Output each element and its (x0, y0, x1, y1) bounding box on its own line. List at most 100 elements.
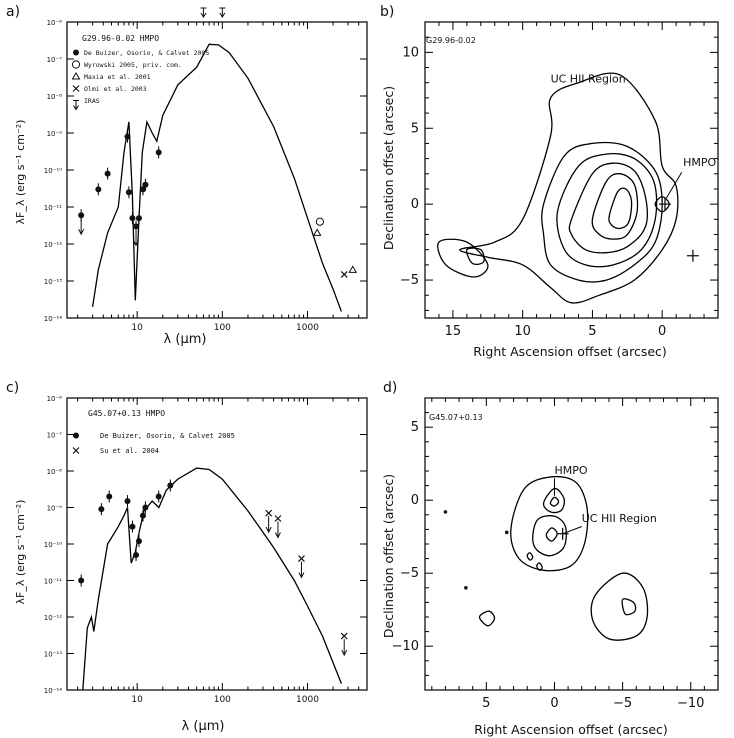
panel-c-point-cross (274, 515, 282, 522)
panel-a-title: G29.96-0.02 HMPO (82, 34, 159, 43)
legend-c-label-1: Su et al. 2004 (100, 447, 159, 455)
panel-d-title: G45.07+0.13 (429, 413, 483, 422)
panel-d-contour (536, 562, 543, 571)
panel-d-xtick-label: 0 (550, 696, 558, 711)
panel-d-annotation: UC HII Region (582, 512, 657, 525)
panel-d-xlabel: Right Ascension offset (arcsec) (474, 722, 668, 737)
panel-c-point-filled-circle (135, 538, 142, 545)
panel-c-ytick-label: 10⁻¹² (44, 614, 62, 622)
panel-c-point-cross-arrow (274, 521, 281, 539)
panel-c-point-filled-circle (142, 504, 149, 511)
panel-a-point-filled-circle-arrow (78, 218, 85, 236)
panel-a-point-filled-circle (142, 181, 149, 188)
panel-a-ytick-label: 10⁻⁷ (47, 56, 63, 64)
legend-a-item-2: Maxia et al. 2001 (71, 72, 151, 81)
legend-a-marker-0 (73, 49, 79, 56)
panel-b-ylabel: Declination offset (arcsec) (381, 86, 396, 250)
panel-b-pointer-hmpo (665, 172, 683, 199)
legend-a-label-1: Wyrowski 2005, priv. com. (84, 61, 182, 69)
panel-c-point-filled-circle (78, 577, 85, 584)
panel-a-point-upper-limit (200, 7, 207, 18)
panel-d-letter: d) (383, 380, 397, 396)
legend-a-marker-3 (72, 85, 80, 92)
panel-a-ytick-label: 10⁻¹³ (44, 278, 62, 286)
panel-c-point-cross-arrow (265, 516, 272, 534)
panel-a-point-filled-circle (104, 170, 111, 177)
panel-d-frame (424, 397, 719, 691)
panel-d-pointer-uchii (562, 526, 582, 535)
panel-b-ytick-label: 5 (411, 121, 419, 136)
legend-c-label-0: De Buizer, Osorio, & Calvet 2005 (100, 432, 235, 440)
panel-c-point-cross (298, 555, 305, 562)
panel-c-point-cross-arrow (298, 561, 305, 579)
panel-c-legend: De Buizer, Osorio, & Calvet 2005 Su et a… (72, 432, 235, 455)
legend-c-marker-1 (72, 447, 80, 454)
panel-b-position-cross (686, 249, 699, 262)
panel-c-frame (66, 397, 368, 691)
panel-b-title: G29.96-0.02 (426, 36, 476, 45)
panel-d-xtick-label: 5 (482, 696, 490, 711)
panel-b-contour (608, 187, 633, 230)
panel-d-xtick-label: −5 (613, 696, 632, 711)
panel-a-point-filled-circle-arrow (133, 229, 139, 247)
panel-a-point-filled-circle (155, 149, 162, 156)
panel-c-point-filled-circle (98, 506, 105, 513)
panel-c-xtick-label: 100 (214, 695, 231, 705)
legend-a-label-2: Maxia et al. 2001 (84, 73, 151, 81)
panel-c-point-cross (265, 509, 273, 517)
panel-a-point-triangle (348, 265, 358, 273)
panel-a-point-cross (340, 271, 348, 278)
panel-a-xtick-label: 1000 (296, 323, 319, 333)
panel-c-model-curve (82, 467, 343, 691)
legend-c-marker-0 (73, 432, 79, 439)
panel-d-contour (532, 515, 567, 557)
legend-a-label-0: De Buizer, Osorio, & Calvet 2005 (84, 49, 209, 57)
panel-a-ytick-label: 10⁻⁹ (47, 130, 63, 138)
panel-c-xtick-label: 1000 (296, 695, 319, 705)
legend-a-item-0: De Buizer, Osorio, & Calvet 2005 (73, 49, 209, 57)
panel-d-contour (478, 610, 496, 627)
panel-c-point-filled-circle (106, 493, 113, 500)
panel-d-contour (621, 598, 637, 616)
panel-a-point-upper-limit (219, 7, 226, 18)
panel-b-ytick-label: −5 (400, 273, 419, 288)
panel-c-point-cross (340, 632, 348, 640)
panel-a-point-filled-circle (135, 215, 142, 222)
panel-b-contour (541, 141, 663, 283)
panel-b-frame (424, 21, 719, 319)
panel-d-ytick-label: −5 (400, 566, 419, 581)
panel-c-xlabel: λ (μm) (182, 719, 225, 734)
panel-d-ylabel: Declination offset (arcsec) (381, 474, 396, 638)
panel-b-contour (459, 72, 679, 304)
panel-d-map-g45: d) G45.07+0.13 Right Ascension offset (a… (381, 380, 719, 737)
legend-c-item-0: De Buizer, Osorio, & Calvet 2005 (73, 432, 235, 440)
panel-a-xtick-label: 100 (214, 323, 231, 333)
panel-a-point-filled-circle (124, 133, 131, 140)
panel-b-xtick-label: 15 (445, 324, 462, 339)
legend-a-marker-1 (71, 60, 81, 69)
panel-a-ytick-label: 10⁻¹⁰ (44, 167, 62, 175)
panel-b-contour (556, 152, 658, 268)
panel-a-ylabel: λF_λ (erg s⁻¹ cm⁻²) (14, 120, 27, 225)
panel-d-contour (545, 527, 558, 542)
panel-a-point-filled-circle (95, 186, 102, 193)
legend-a-item-3: Olmi et al. 2003 (72, 85, 147, 93)
panel-d-contour (590, 572, 649, 641)
panel-c-ytick-label: 10⁻¹¹ (44, 578, 62, 586)
panel-b-map-g29: b) G29.96-0.02 Right Ascension offset (a… (380, 4, 719, 359)
panel-b-contour (568, 162, 648, 254)
panel-a-point-triangle (312, 228, 322, 236)
panel-a-xtick-label: 10 (131, 323, 143, 333)
panel-a-letter: a) (6, 4, 20, 20)
panel-b-letter: b) (380, 4, 394, 20)
panel-b-xtick-label: 0 (658, 324, 666, 339)
panel-a-ytick-label: 10⁻¹⁴ (44, 315, 62, 323)
panel-b-annotation: HMPO (683, 156, 716, 169)
panel-c-letter: c) (6, 380, 19, 396)
panel-a-point-filled-circle (133, 223, 140, 230)
legend-c-item-1: Su et al. 2004 (72, 447, 159, 455)
legend-a-item-4: IRAS (73, 97, 100, 111)
panel-c-ylabel: λF_λ (erg s⁻¹ cm⁻²) (14, 500, 27, 605)
panel-d-speck (504, 530, 509, 535)
panel-c-point-filled-circle (139, 512, 146, 519)
